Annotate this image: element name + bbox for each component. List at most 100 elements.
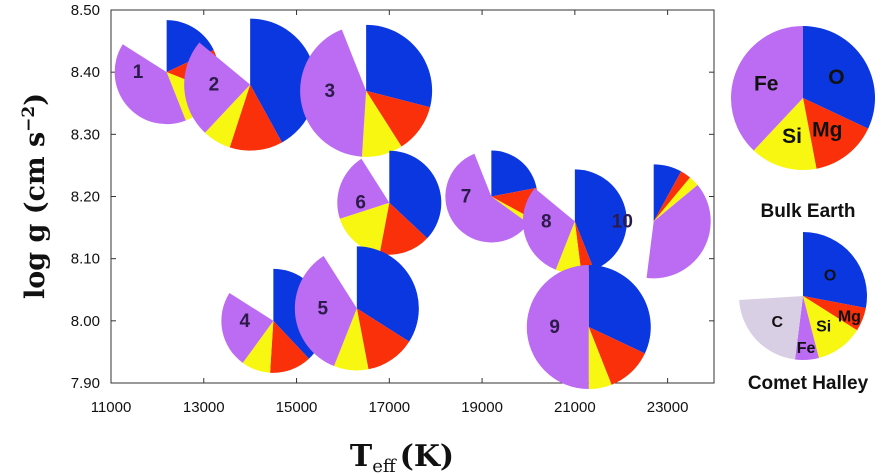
star-pie-6: 6 <box>337 150 442 255</box>
star-label: 9 <box>549 317 560 338</box>
y-tick-label: 8.30 <box>71 126 100 143</box>
pie-slice-si <box>491 196 532 224</box>
x-axis-label-main: T <box>350 439 373 474</box>
element-label-fe: Fe <box>754 72 779 95</box>
x-tick-label: 13000 <box>183 399 225 416</box>
element-label-o: O <box>824 268 836 285</box>
star-label: 2 <box>209 75 220 96</box>
pie-slice-o <box>356 246 419 342</box>
pie-slice-mg <box>653 171 691 222</box>
pie-slice-fe <box>794 296 819 361</box>
star-label: 4 <box>239 311 250 332</box>
pie-slice-fe <box>526 265 589 390</box>
x-tick-label: 19000 <box>461 399 503 416</box>
pie-slice-fe <box>522 188 575 270</box>
x-tick-label: 17000 <box>368 399 410 416</box>
pie-slice-si <box>588 327 612 390</box>
star-pies: 1 2 3 6 7 8 10 4 5 9 <box>114 18 711 390</box>
pie-slice-si <box>361 90 402 157</box>
pie-slice-fe <box>221 292 274 363</box>
pie-slice-mg <box>270 320 309 373</box>
pie-slice-mg <box>803 296 866 331</box>
x-tick-label: 23000 <box>647 399 689 416</box>
axis-ticks: 11000 13000 15000 17000 19000 21000 23000 7.90 8… <box>71 2 714 416</box>
pie-slice-fe <box>445 153 529 243</box>
pie-slice-o <box>803 25 876 129</box>
pie-slice-fe <box>184 42 251 133</box>
pie-slice-fe <box>337 158 390 219</box>
y-tick-label: 8.40 <box>71 64 100 81</box>
element-label-mg: Mg <box>812 118 842 141</box>
pie-slice-c <box>739 296 803 360</box>
x-axis-label-unit: (K) <box>400 439 454 474</box>
y-tick-label: 7.90 <box>71 375 100 392</box>
star-pie-2: 2 <box>184 18 317 151</box>
x-axis-label: Teff (K) <box>350 439 454 474</box>
y-tick-label: 8.00 <box>71 313 100 330</box>
pie-slice-o <box>588 265 651 354</box>
pie-slice-fe <box>730 26 803 151</box>
pie-slice-mg <box>803 98 869 169</box>
star-pie-5: 5 <box>294 246 419 371</box>
star-pie-10: 10 <box>612 164 711 279</box>
pie-slice-o <box>574 169 627 270</box>
y-axis-label-sup: −2 <box>19 106 39 132</box>
star-label: 6 <box>355 193 366 214</box>
pie-slice-o <box>389 150 442 239</box>
star-label: 10 <box>612 211 633 232</box>
element-label-si: Si <box>782 125 802 148</box>
x-axis-label-sub: eff <box>372 456 397 474</box>
reference-title: Bulk Earth <box>760 201 855 222</box>
pie-slice-o <box>803 231 868 308</box>
star-label: 8 <box>541 211 552 232</box>
y-tick-label: 8.50 <box>71 2 100 19</box>
pie-slice-mg <box>356 308 410 370</box>
star-label: 7 <box>461 187 472 208</box>
y-axis-label: log g (cm s−2) <box>19 93 51 299</box>
pie-slice-fe <box>646 185 711 279</box>
pie-slice-fe <box>300 29 367 157</box>
pie-slice-o <box>366 24 433 108</box>
pie-slice-si <box>653 177 698 222</box>
pie-slice-si <box>334 308 369 371</box>
reference-pie-bulk-earth: O Mg Si Fe <box>730 25 876 170</box>
pie-slice-mg <box>229 84 282 151</box>
pie-slice-mg <box>379 202 428 255</box>
pie-slice-si <box>204 84 251 148</box>
y-axis-label-main: log g (cm s <box>20 132 51 299</box>
pie-slice-o <box>491 150 537 197</box>
pie-slice-si <box>555 221 582 274</box>
star-label: 5 <box>317 298 328 319</box>
pie-slice-fe <box>294 256 357 367</box>
star-pie-3: 3 <box>300 24 433 157</box>
star-pie-9: 9 <box>526 265 651 390</box>
pie-slice-mg <box>366 90 431 147</box>
x-tick-label: 11000 <box>91 399 132 416</box>
star-label: 3 <box>325 81 336 102</box>
pie-slice-mg <box>574 221 594 273</box>
x-tick-label: 15000 <box>276 399 318 416</box>
element-label-c: C <box>772 314 784 331</box>
pie-slice-o <box>653 164 682 222</box>
y-axis-label-close: ) <box>20 93 51 106</box>
pie-slice-si <box>339 202 390 254</box>
element-label-mg: Mg <box>838 308 861 325</box>
reference-title: Comet Halley <box>748 373 869 394</box>
y-tick-label: 8.20 <box>71 189 100 206</box>
pie-slice-si <box>753 98 817 170</box>
pie-slice-si <box>803 296 858 358</box>
star-pie-7: 7 <box>445 150 538 243</box>
x-tick-label: 21000 <box>554 399 596 416</box>
element-label-fe: Fe <box>797 340 816 357</box>
star-pie-8: 8 <box>522 169 627 274</box>
pie-slice-mg <box>588 327 645 385</box>
element-label-si: Si <box>816 319 831 336</box>
pie-slice-o <box>166 20 214 73</box>
pie-slice-si <box>242 320 274 373</box>
star-label: 1 <box>133 62 144 83</box>
element-label-o: O <box>828 66 844 89</box>
pie-slice-fe <box>114 44 186 125</box>
